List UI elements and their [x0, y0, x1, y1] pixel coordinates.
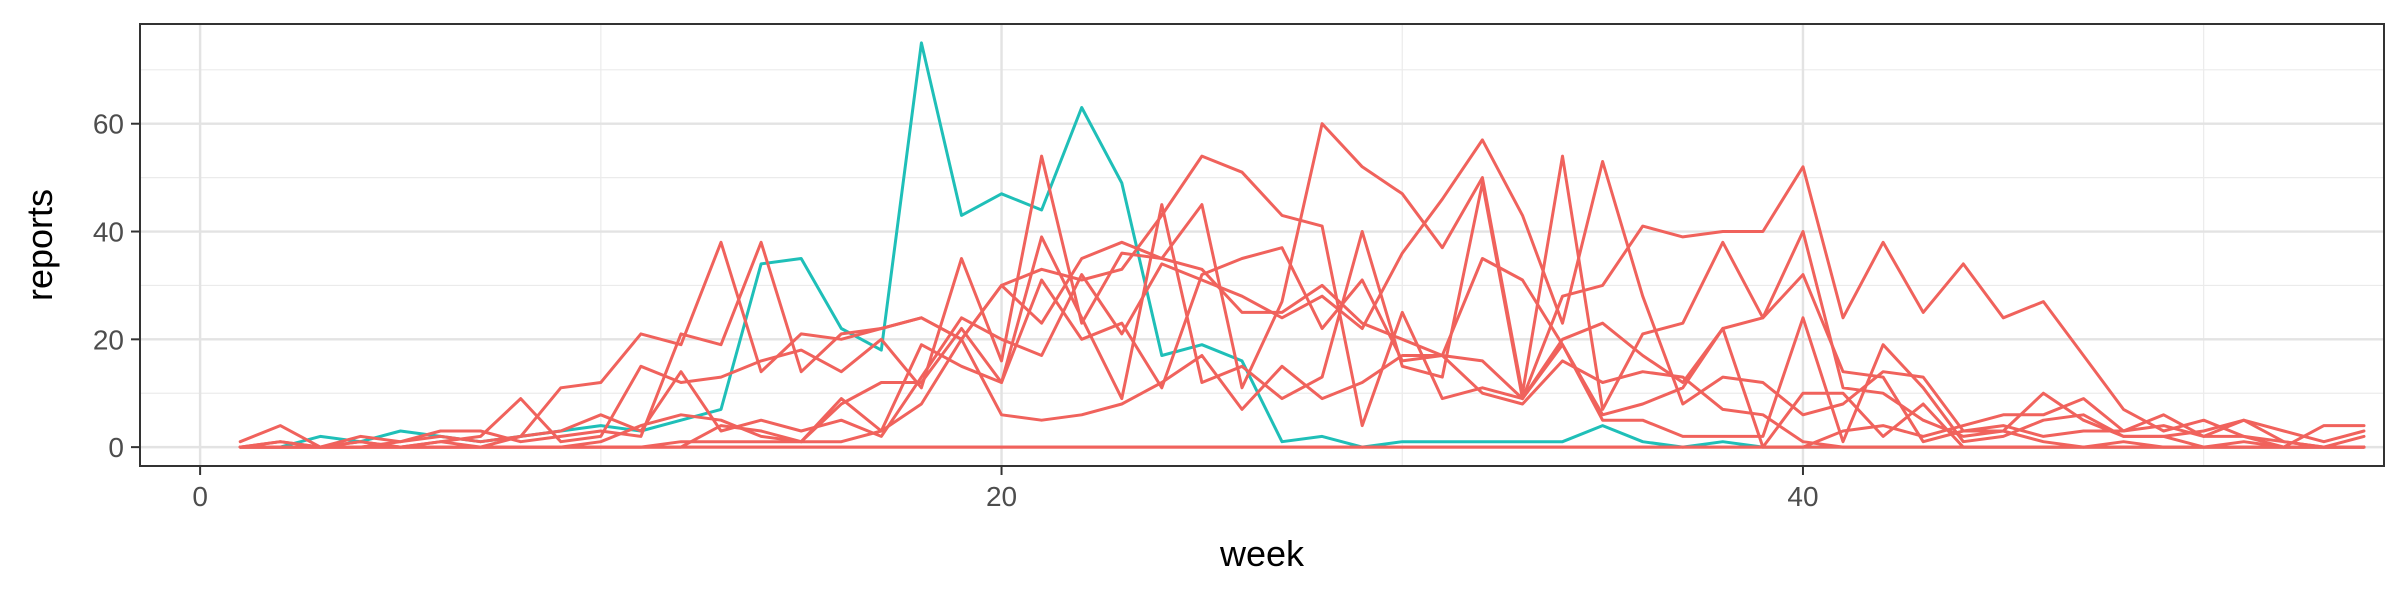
y-tick-label: 20 [93, 324, 124, 355]
y-axis-title: reports [19, 189, 60, 301]
y-tick-label: 40 [93, 217, 124, 248]
x-axis: 0 20 40 [192, 466, 1819, 512]
series-line-5 [238, 138, 2366, 449]
plot-panel [140, 24, 2384, 466]
y-tick-label: 0 [108, 432, 124, 463]
series-line-10 [238, 397, 2366, 449]
y-tick-label: 60 [93, 109, 124, 140]
x-tick-label: 40 [1787, 481, 1818, 512]
series-line-9 [238, 246, 2366, 449]
series-line-6 [238, 154, 2366, 449]
x-tick-label: 0 [192, 481, 208, 512]
plot-border [139, 23, 2385, 467]
series-line-3 [238, 165, 2366, 449]
x-tick-label: 20 [986, 481, 1017, 512]
x-axis-title: week [1219, 533, 1305, 574]
series-lines [238, 41, 2366, 449]
y-axis: 0 20 40 60 [93, 109, 140, 463]
minor-gridlines [140, 24, 2384, 466]
